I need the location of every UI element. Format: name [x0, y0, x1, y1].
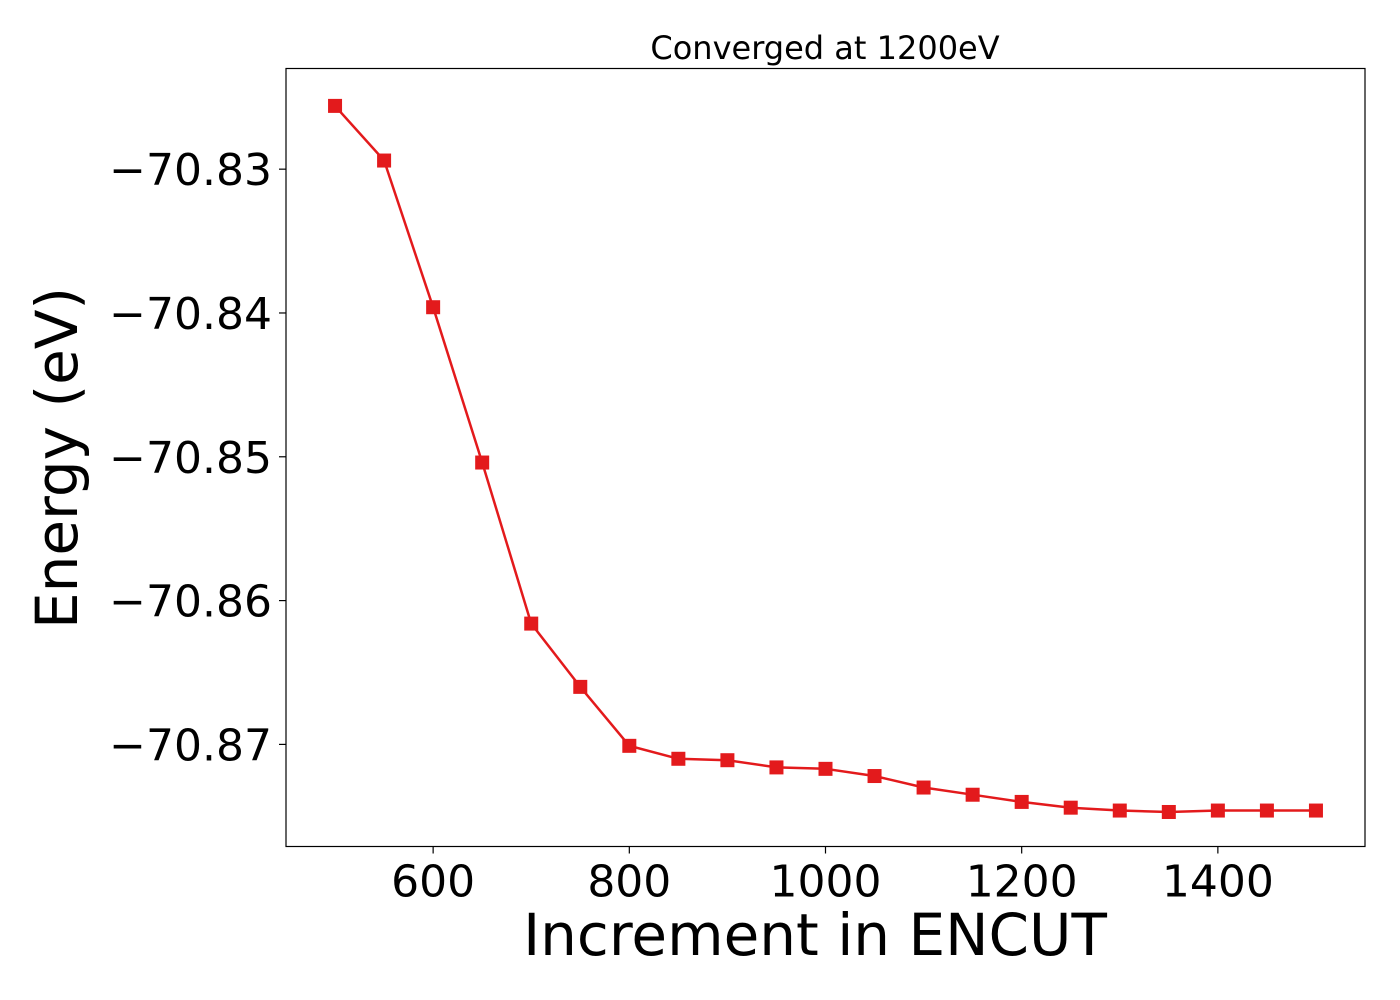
x-tick-label: 800: [587, 857, 671, 908]
data-point: [1308, 803, 1323, 818]
x-tick-label: 600: [391, 857, 475, 908]
data-point: [671, 751, 686, 766]
data-point: [1112, 803, 1127, 818]
data-point: [1259, 803, 1274, 818]
data-point: [1210, 803, 1225, 818]
x-axis-ticks: 600 800 1000 1200 1400: [391, 846, 1274, 908]
data-point: [965, 787, 980, 802]
y-tick-label: −70.86: [109, 577, 272, 628]
plot-frame: [285, 67, 1366, 848]
x-tick-label: 1000: [770, 857, 882, 908]
chart-title: Converged at 1200eV: [650, 29, 999, 67]
data-point: [573, 679, 588, 694]
y-axis-ticks: −70.83 −70.84 −70.85 −70.86 −70.87: [109, 145, 286, 771]
data-point: [916, 780, 931, 795]
data-point: [867, 769, 882, 784]
y-tick-label: −70.83: [109, 145, 272, 196]
data-point: [818, 761, 833, 776]
y-tick-label: −70.85: [109, 433, 272, 484]
x-tick-label: 1400: [1162, 857, 1274, 908]
data-point: [426, 300, 441, 315]
y-tick-label: −70.87: [109, 720, 272, 771]
data-point: [1063, 800, 1078, 815]
data-point: [1161, 804, 1176, 819]
data-point: [1014, 794, 1029, 809]
data-point: [524, 616, 539, 631]
data-point: [622, 738, 637, 753]
data-point: [720, 753, 735, 768]
data-point: [328, 98, 343, 113]
series-layer: [328, 98, 1323, 819]
data-point: [475, 455, 490, 470]
x-axis-label: Increment in ENCUT: [523, 901, 1107, 969]
x-tick-label: 1200: [966, 857, 1078, 908]
data-point: [769, 760, 784, 775]
y-tick-label: −70.84: [109, 289, 272, 340]
y-axis-label: Energy (eV): [23, 287, 91, 629]
data-point: [377, 153, 392, 168]
